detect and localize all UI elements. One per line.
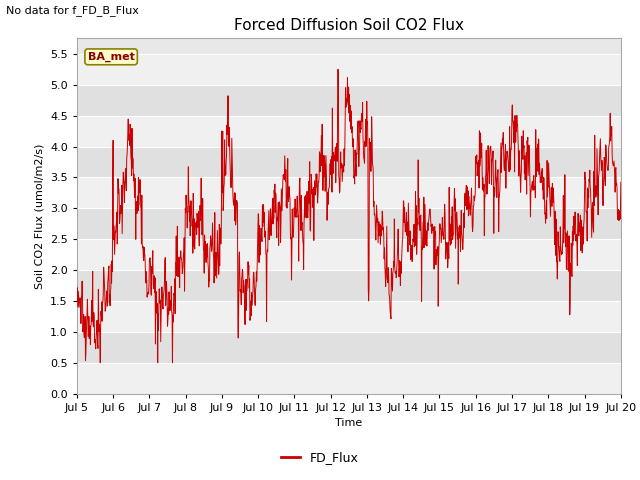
- Bar: [77, 85, 621, 116]
- Y-axis label: Soil CO2 Flux (umol/m2/s): Soil CO2 Flux (umol/m2/s): [35, 144, 44, 288]
- Bar: [77, 301, 621, 332]
- Bar: [77, 178, 621, 208]
- Bar: [77, 239, 621, 270]
- Bar: [77, 54, 621, 85]
- Text: BA_met: BA_met: [88, 52, 134, 62]
- Bar: [77, 208, 621, 239]
- Bar: [77, 116, 621, 146]
- Title: Forced Diffusion Soil CO2 Flux: Forced Diffusion Soil CO2 Flux: [234, 18, 464, 33]
- Bar: [77, 363, 621, 394]
- Bar: [77, 146, 621, 178]
- X-axis label: Time: Time: [335, 418, 362, 428]
- Text: No data for f_FD_B_Flux: No data for f_FD_B_Flux: [6, 5, 140, 16]
- Legend: FD_Flux: FD_Flux: [276, 446, 364, 469]
- Bar: [77, 332, 621, 363]
- Bar: [77, 270, 621, 301]
